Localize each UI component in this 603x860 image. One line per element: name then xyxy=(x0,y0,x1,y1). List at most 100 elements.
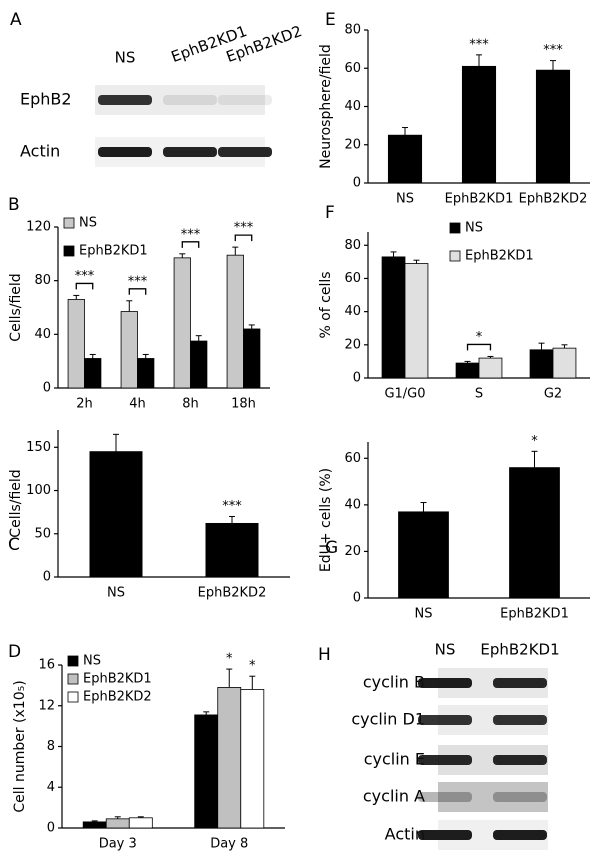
error-bar xyxy=(390,251,397,257)
y-tick-label: 100 xyxy=(26,483,51,498)
panel-label: D xyxy=(8,642,21,662)
x-tick-label: NS xyxy=(107,586,125,601)
y-tick-label: 8 xyxy=(47,739,55,754)
significance-label: * xyxy=(531,434,538,449)
bar xyxy=(173,257,191,389)
bar xyxy=(128,817,153,829)
bar xyxy=(137,358,155,389)
error-bar xyxy=(113,433,119,452)
panel-label: E xyxy=(325,10,336,30)
error-bar xyxy=(464,360,471,364)
y-tick-label: 60 xyxy=(344,61,361,76)
x-tick-label: G1/G0 xyxy=(384,387,425,402)
panel-label: H xyxy=(318,645,331,665)
y-axis-label: Neurosphere/field xyxy=(318,44,334,169)
lane-label: EphB2KD1 xyxy=(480,641,559,659)
legend-swatch xyxy=(63,245,75,257)
error-bar xyxy=(226,668,233,688)
bar xyxy=(190,340,208,389)
y-tick-label: 16 xyxy=(38,658,55,673)
y-tick-label: 20 xyxy=(344,337,361,352)
y-tick-label: 40 xyxy=(34,327,51,342)
x-tick-label: EphB2KD2 xyxy=(519,192,588,207)
x-tick-label: 8h xyxy=(182,397,199,412)
error-bar xyxy=(179,253,186,258)
error-bar xyxy=(91,820,98,822)
bar xyxy=(105,818,130,829)
y-tick-label: 0 xyxy=(353,591,361,606)
blot-band xyxy=(218,95,272,105)
error-bar xyxy=(142,353,149,359)
error-bar xyxy=(126,300,133,312)
significance-bracket xyxy=(181,241,200,248)
significance-bracket xyxy=(128,288,147,295)
y-tick-label: 4 xyxy=(47,780,55,795)
lane-label: NS xyxy=(435,641,456,659)
y-tick-label: 80 xyxy=(34,273,51,288)
blot-band xyxy=(493,792,547,802)
blot-band xyxy=(418,755,472,765)
error-bar xyxy=(73,294,80,300)
error-bar xyxy=(232,246,239,256)
bar xyxy=(535,69,571,184)
significance-label: *** xyxy=(543,43,563,58)
error-bar xyxy=(89,353,96,359)
significance-label: * xyxy=(249,659,256,674)
bar xyxy=(226,254,244,389)
significance-bracket xyxy=(234,234,253,242)
bar xyxy=(84,358,102,389)
error-bar xyxy=(550,60,556,71)
y-axis-label: Cells/field xyxy=(8,469,24,537)
y-tick-label: 40 xyxy=(344,497,361,512)
significance-label: *** xyxy=(222,499,242,514)
y-tick-label: 150 xyxy=(26,440,51,455)
bar xyxy=(478,357,503,379)
y-tick-label: 20 xyxy=(344,544,361,559)
blot-band xyxy=(418,830,472,840)
bar xyxy=(89,451,143,578)
legend-label: EphB2KD1 xyxy=(79,244,148,259)
bar xyxy=(552,347,577,379)
legend-swatch xyxy=(63,217,75,229)
error-bar xyxy=(195,335,202,342)
row-label: cyclin A xyxy=(363,787,425,806)
x-tick-label: NS xyxy=(415,607,433,622)
x-tick-label: 2h xyxy=(76,397,93,412)
bar xyxy=(194,714,219,829)
y-tick-label: 50 xyxy=(34,526,51,541)
blot-band xyxy=(418,792,472,802)
blot-band xyxy=(493,715,547,725)
bar xyxy=(455,362,480,379)
error-bar xyxy=(137,816,144,818)
blot-band xyxy=(418,678,472,688)
x-tick-label: EphB2KD2 xyxy=(198,586,267,601)
bar xyxy=(240,689,265,829)
error-bar xyxy=(249,675,256,690)
error-bar xyxy=(420,502,427,512)
significance-label: *** xyxy=(181,227,201,242)
error-bar xyxy=(538,342,545,350)
row-label: Actin xyxy=(20,142,60,161)
y-tick-label: 12 xyxy=(38,698,55,713)
bar xyxy=(387,134,423,184)
legend-label: EphB2KD2 xyxy=(83,690,152,705)
y-axis-label: Cells/field xyxy=(8,273,24,341)
bar xyxy=(243,328,261,389)
y-axis-label: Cell number (x10₅) xyxy=(12,680,28,812)
x-tick-label: Day 3 xyxy=(99,837,137,852)
y-tick-label: 40 xyxy=(344,99,361,114)
significance-label: * xyxy=(226,652,233,667)
x-tick-label: Day 8 xyxy=(210,837,248,852)
bar xyxy=(461,65,497,184)
bar xyxy=(398,511,449,599)
error-bar xyxy=(561,344,568,349)
x-tick-label: G2 xyxy=(544,387,562,402)
bar xyxy=(82,821,107,829)
row-label: cyclin E xyxy=(364,750,425,769)
x-tick-label: S xyxy=(475,387,483,402)
bar xyxy=(205,522,259,578)
y-tick-label: 0 xyxy=(353,371,361,386)
y-tick-label: 120 xyxy=(26,220,51,235)
y-tick-label: 80 xyxy=(344,238,361,253)
